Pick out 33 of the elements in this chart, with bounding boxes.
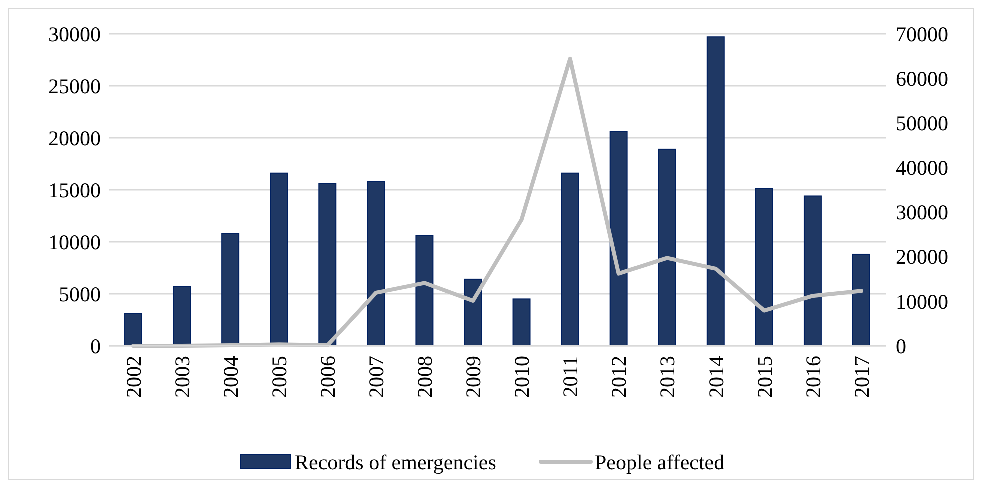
y-tick-label: 10000 [48, 230, 101, 254]
y2-tick-label: 20000 [896, 245, 948, 270]
x-tick-label: 2005 [267, 356, 292, 398]
x-tick-label: 2009 [462, 356, 486, 398]
x-tick-label: 2007 [364, 356, 389, 398]
x-tick-label: 2016 [801, 356, 826, 398]
x-tick-label: 2006 [316, 356, 340, 398]
y2-tick-label: 30000 [896, 200, 948, 225]
y-tick-label: 15000 [48, 178, 101, 202]
x-tick-label: 2003 [170, 356, 194, 398]
y2-tick-label: 50000 [896, 111, 948, 136]
y2-tick-label: 40000 [896, 156, 948, 180]
x-tick-label: 2011 [558, 356, 583, 398]
y2-tick-label: 0 [896, 334, 906, 358]
y-tick-label: 5000 [59, 282, 101, 306]
y-tick-label: 25000 [48, 74, 101, 98]
y-tick-label: 0 [90, 334, 101, 358]
x-tick-label: 2004 [218, 356, 243, 398]
x-tick-label: 2015 [752, 356, 777, 398]
x-tick-label: 2010 [510, 356, 534, 398]
y2-tick-label: 10000 [896, 290, 948, 314]
x-tick-label: 2013 [656, 356, 680, 398]
y-tick-label: 30000 [48, 22, 101, 46]
x-tick-label: 2012 [607, 356, 632, 398]
x-tick-label: 2014 [704, 356, 728, 398]
y2-tick-label: 70000 [896, 22, 948, 46]
legend-label: Records of emergencies [295, 450, 496, 474]
x-tick-label: 2017 [850, 356, 874, 398]
x-tick-label: 2008 [413, 356, 438, 398]
y2-tick-label: 60000 [896, 66, 948, 91]
x-tick-label: 2002 [122, 356, 146, 398]
y-tick-label: 20000 [48, 126, 101, 150]
legend-label: People affected [595, 450, 726, 474]
